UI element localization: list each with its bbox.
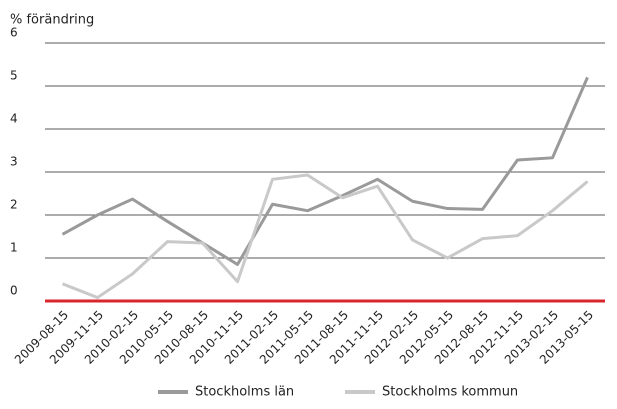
legend-label: Stockholms kommun	[382, 385, 518, 400]
y-tick-label: 1	[10, 241, 18, 255]
y-tick-label: 4	[10, 112, 18, 126]
y-tick-label: 6	[10, 26, 18, 40]
y-tick-label: 2	[10, 198, 18, 212]
legend-label: Stockholms län	[195, 385, 294, 400]
line-series	[61, 76, 589, 266]
y-tick-label: 5	[10, 69, 18, 83]
line-series	[61, 173, 589, 300]
y-tick-label: 0	[10, 284, 18, 298]
y-axis-label: % förändring	[10, 13, 94, 28]
y-tick-label: 3	[10, 155, 18, 169]
